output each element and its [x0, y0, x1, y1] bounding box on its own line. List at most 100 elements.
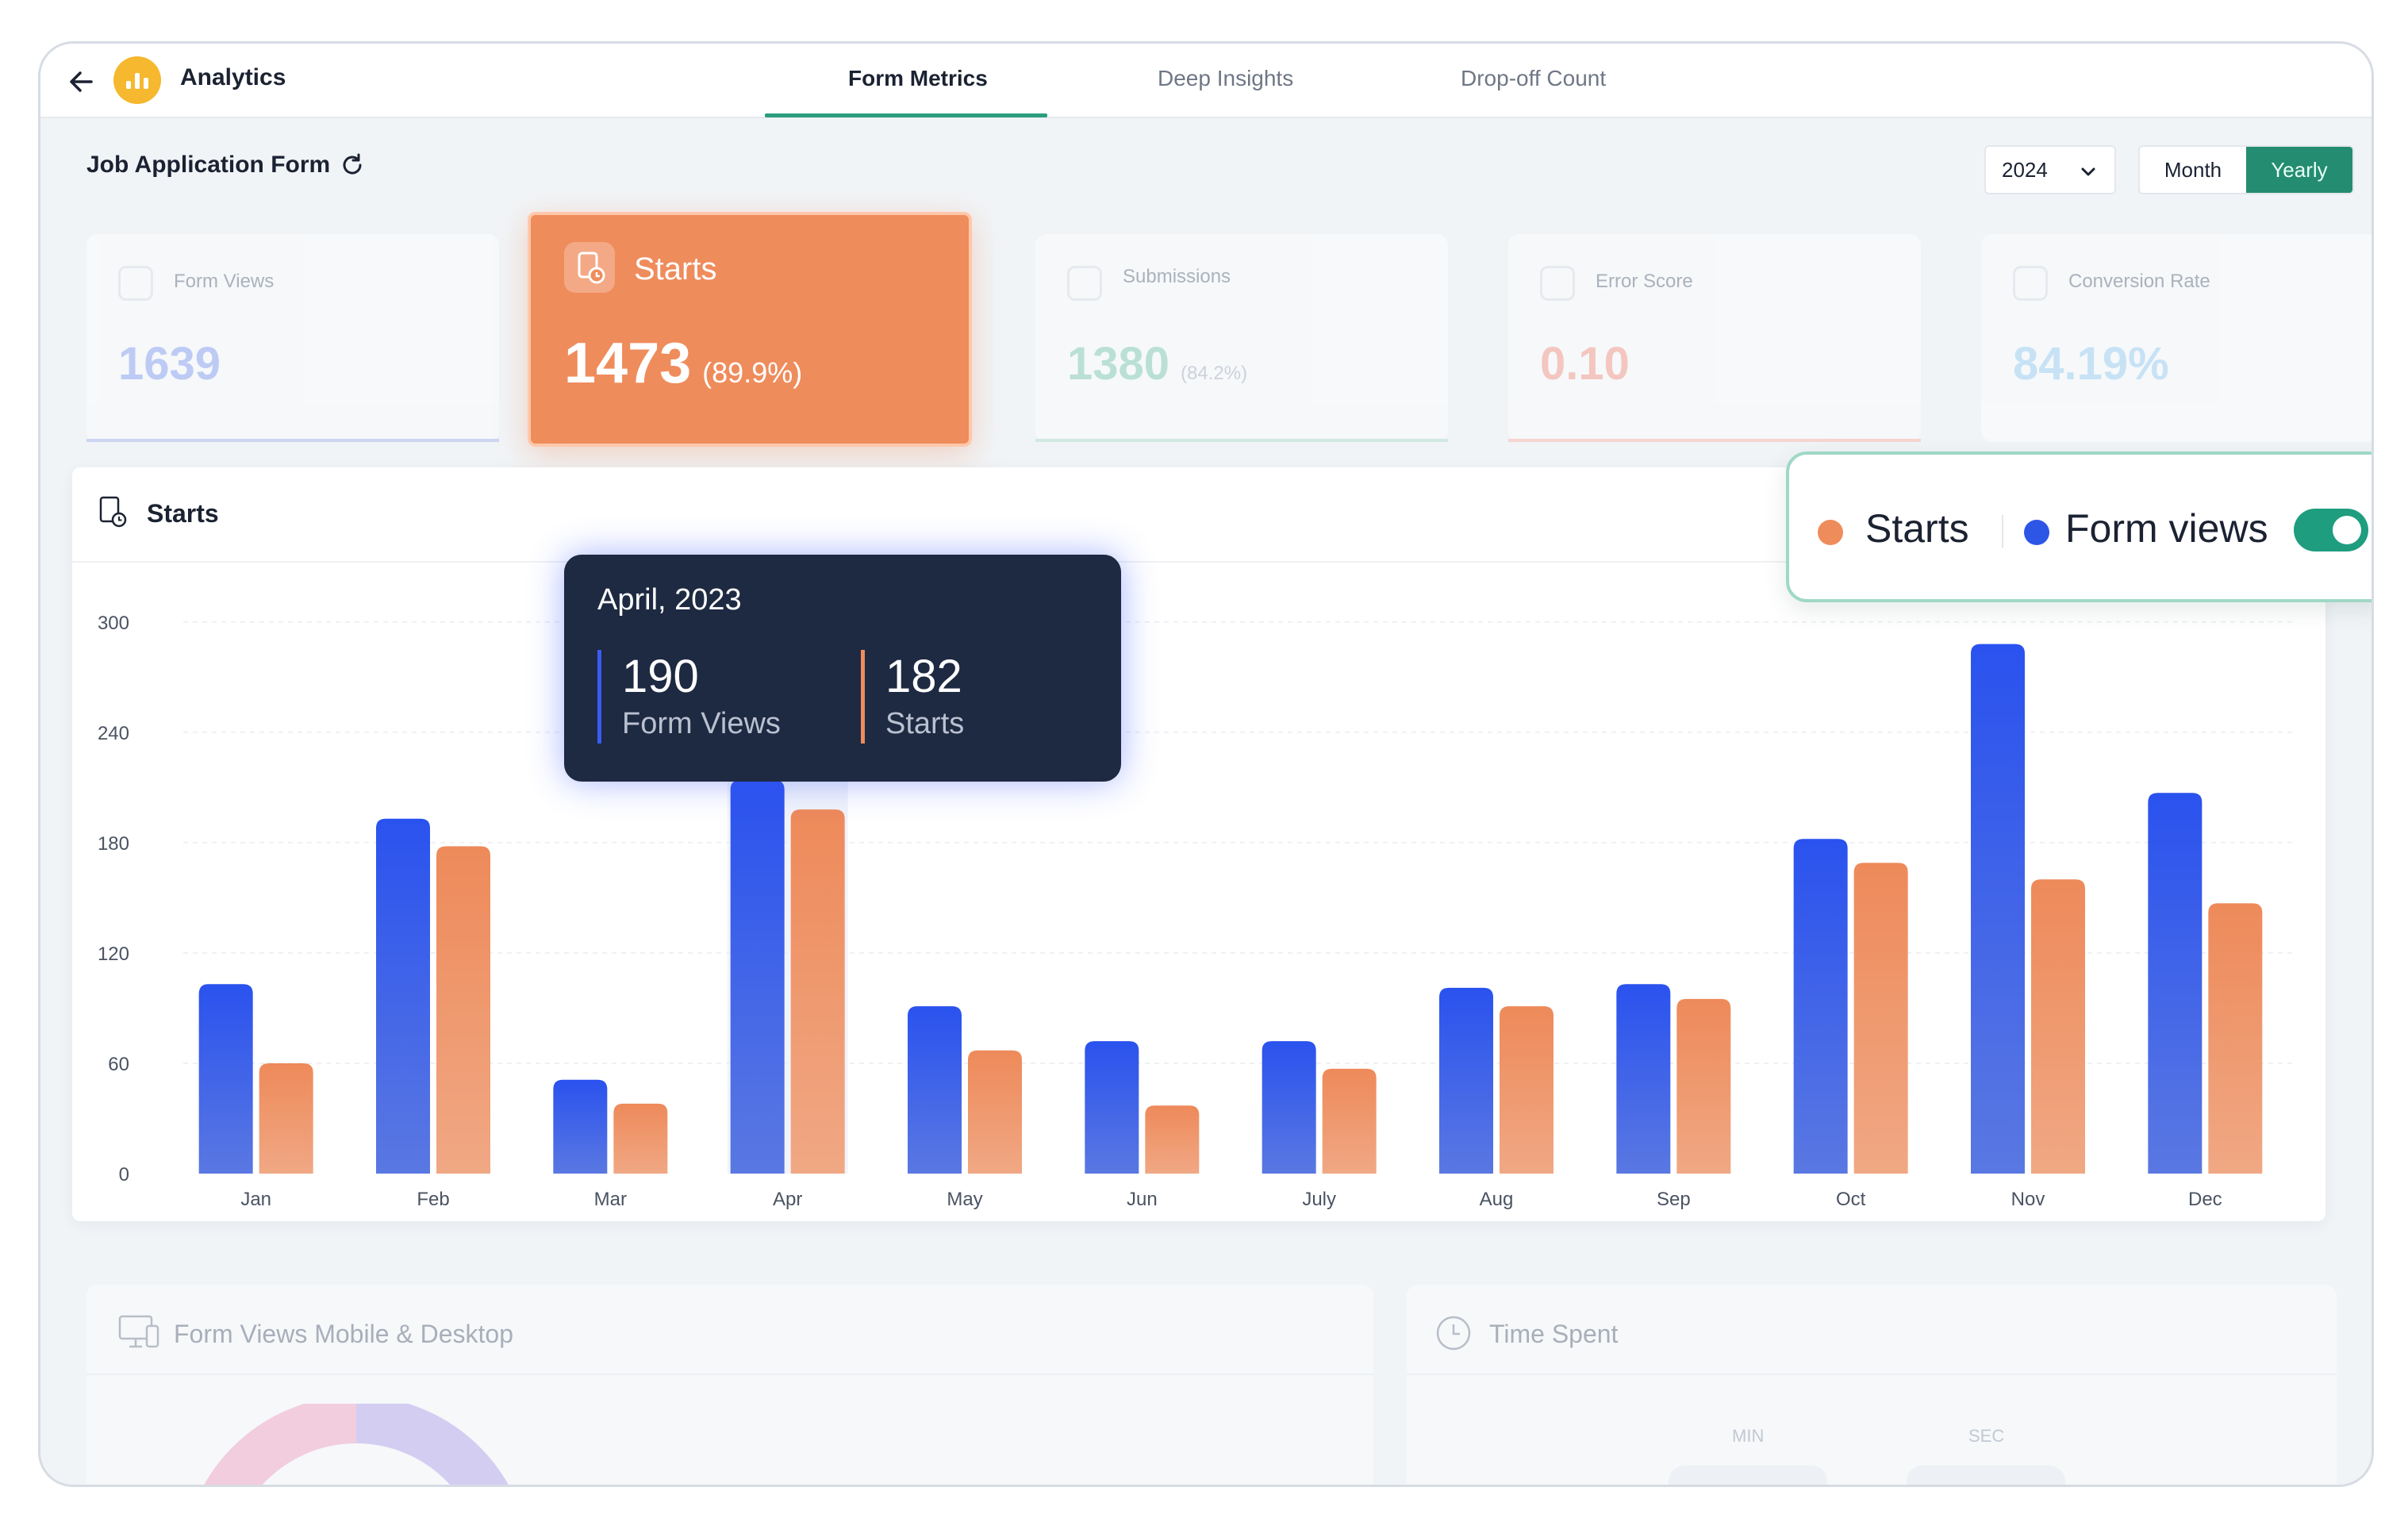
bar-form-views-apr[interactable]	[730, 780, 785, 1174]
bar-form-views-nov[interactable]	[1971, 644, 2025, 1174]
metric-value: 1380 (84.2%)	[1067, 338, 1248, 390]
metric-card-submissions[interactable]: Submissions 1380 (84.2%)	[1035, 234, 1448, 442]
bar-starts-jan[interactable]	[259, 1062, 313, 1174]
year-value: 2024	[2002, 157, 2048, 182]
y-tick-label: 60	[108, 1054, 129, 1075]
tooltip-views-label: Form Views	[622, 707, 781, 740]
metric-card-error-score[interactable]: Error Score 0.10	[1508, 234, 1921, 442]
metric-card-form-views[interactable]: Form Views 1639	[86, 234, 499, 442]
bar-starts-jun[interactable]	[1145, 1105, 1200, 1174]
metric-value: 84.19%	[2013, 338, 2169, 390]
metric-label: Form Views	[174, 271, 275, 292]
bar-starts-dec[interactable]	[2208, 903, 2263, 1174]
x-tick-label: Jun	[1127, 1189, 1158, 1210]
metric-card-conversion-rate[interactable]: Conversion Rate 84.19%	[1981, 234, 2372, 442]
divider	[86, 1374, 1373, 1375]
tooltip-starts: 182 Starts	[861, 650, 964, 744]
tooltip-views: 190 Form Views	[597, 650, 781, 744]
x-tick-label: Apr	[773, 1189, 802, 1210]
chart-legend: Starts Form views	[1786, 452, 2372, 602]
tab-deep-insights[interactable]: Deep Insights	[1158, 66, 1294, 90]
tab-drop-off-count[interactable]: Drop-off Count	[1461, 66, 1607, 90]
x-tick-label: Sep	[1657, 1189, 1691, 1210]
bar-starts-aug[interactable]	[1500, 1006, 1553, 1174]
period-month-button[interactable]: Month	[2164, 157, 2222, 182]
clock-icon	[1436, 1316, 1471, 1351]
x-tick-label: Aug	[1480, 1189, 1514, 1210]
document-clock-icon	[99, 496, 127, 528]
bar-starts-sep[interactable]	[1676, 998, 1731, 1174]
form-views-toggle[interactable]	[2294, 509, 2368, 551]
monitor-phone-icon	[118, 1315, 159, 1348]
divider	[72, 561, 2325, 563]
bar-starts-may[interactable]	[968, 1050, 1022, 1174]
metric-value: 1639	[118, 338, 221, 390]
tooltip-starts-value: 182	[885, 651, 962, 702]
arrow-left-icon[interactable]	[64, 64, 99, 99]
bar-form-views-mar[interactable]	[553, 1079, 608, 1174]
period-yearly-button[interactable]: Yearly	[2246, 147, 2352, 193]
sec-value-box	[1907, 1466, 2065, 1485]
bar-starts-oct[interactable]	[1853, 863, 1908, 1174]
tooltip-title: April, 2023	[597, 583, 742, 617]
x-tick-label: July	[1302, 1189, 1336, 1210]
bar-form-views-aug[interactable]	[1439, 987, 1493, 1174]
document-icon	[1067, 266, 1102, 301]
bar-form-views-oct[interactable]	[1793, 839, 1848, 1174]
tab-form-metrics[interactable]: Form Metrics	[848, 66, 988, 90]
x-tick-label: Mar	[594, 1189, 627, 1210]
metric-accent-bar	[1508, 439, 1921, 442]
x-tick-label: May	[947, 1189, 982, 1210]
sec-label: SEC	[1968, 1426, 2005, 1446]
bar-starts-mar[interactable]	[613, 1103, 668, 1174]
metric-card-starts[interactable]: Starts 1473 (89.9%)	[528, 212, 972, 447]
bar-form-views-jun[interactable]	[1085, 1041, 1139, 1174]
x-tick-label: Dec	[2188, 1189, 2222, 1210]
metric-label: Error Score	[1596, 271, 1693, 292]
bar-form-views-dec[interactable]	[2148, 793, 2203, 1174]
metric-label: Starts	[634, 252, 717, 286]
document-icon	[1540, 266, 1575, 301]
active-tab-indicator	[765, 113, 1047, 117]
bar-chart-icon	[113, 56, 161, 104]
legend-starts-label: Starts	[1865, 506, 1969, 551]
x-tick-label: Feb	[417, 1189, 449, 1210]
bar-form-views-july[interactable]	[1262, 1041, 1316, 1174]
document-icon	[118, 266, 153, 301]
time-spent-panel: Time Spent MIN SEC	[1407, 1285, 2337, 1485]
metric-accent-bar	[86, 439, 499, 442]
bar-starts-july[interactable]	[1322, 1068, 1377, 1174]
bar-starts-nov[interactable]	[2031, 879, 2085, 1174]
chevron-down-icon	[2081, 167, 2095, 176]
chart-title: Starts	[147, 499, 219, 528]
bar-form-views-jan[interactable]	[198, 984, 253, 1174]
year-select[interactable]: 2024	[1984, 145, 2116, 194]
panel-title: Time Spent	[1489, 1320, 1619, 1348]
bar-form-views-sep[interactable]	[1616, 984, 1671, 1174]
form-title: Job Application Form	[86, 152, 331, 178]
metric-accent-bar	[1035, 439, 1448, 442]
y-tick-label: 240	[98, 723, 129, 744]
tooltip-starts-label: Starts	[885, 707, 965, 740]
divider	[1407, 1374, 2337, 1375]
bar-starts-feb[interactable]	[436, 846, 490, 1174]
legend-divider	[2002, 515, 2003, 548]
x-tick-label: Jan	[240, 1189, 271, 1210]
metric-percent: (84.2%)	[1181, 363, 1248, 384]
panel-title: Form Views Mobile & Desktop	[174, 1320, 513, 1348]
legend-views-dot	[2024, 520, 2049, 545]
legend-views-label: Form views	[2065, 506, 2268, 551]
x-tick-label: Oct	[1836, 1189, 1866, 1210]
document-clock-icon	[564, 242, 615, 293]
min-value-box	[1669, 1466, 1827, 1485]
metric-label: Conversion Rate	[2068, 271, 2210, 292]
bar-form-views-may[interactable]	[908, 1006, 962, 1174]
metric-percent: (89.9%)	[702, 356, 803, 389]
y-tick-label: 0	[119, 1164, 129, 1185]
metric-label: Submissions	[1123, 266, 1231, 287]
y-tick-label: 180	[98, 833, 129, 855]
bar-starts-apr[interactable]	[790, 809, 845, 1174]
bar-form-views-feb[interactable]	[376, 818, 430, 1174]
donut-chart	[204, 1404, 509, 1485]
refresh-icon[interactable]	[339, 152, 366, 179]
